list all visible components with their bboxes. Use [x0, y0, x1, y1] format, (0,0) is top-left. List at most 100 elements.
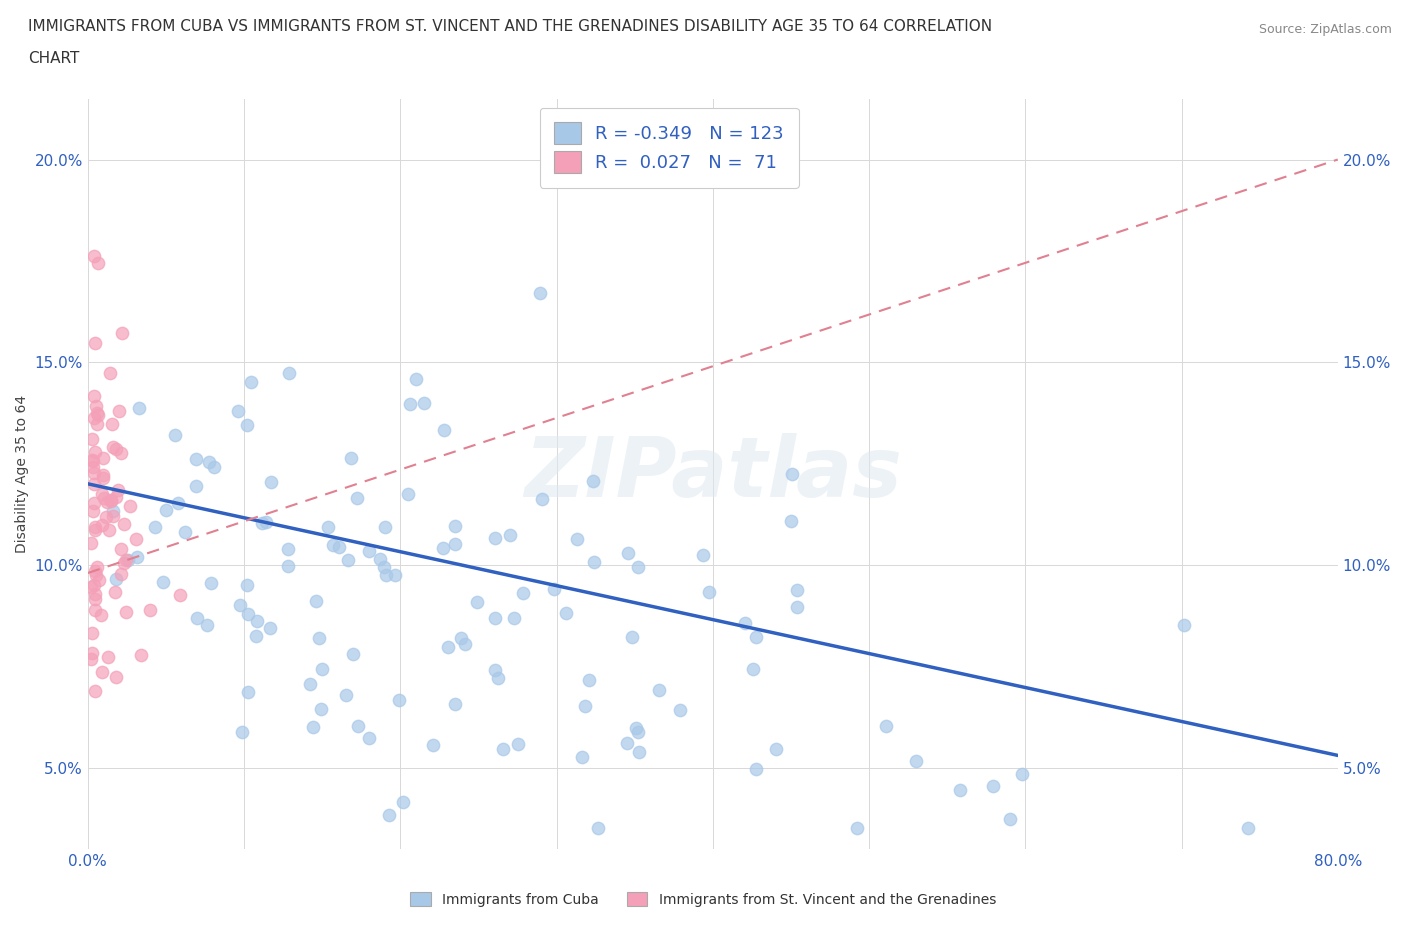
Point [112, 556, 135, 571]
Point [786, 599, 808, 614]
Point [697, 585, 720, 600]
Point [617, 545, 640, 560]
Point [84, 445, 107, 459]
Point [342, 646, 364, 661]
Point [432, 540, 454, 555]
Point [565, 531, 588, 546]
Point [80, 535, 103, 550]
Point [236, 684, 259, 699]
Point [1173, 618, 1195, 632]
Point [506, 737, 529, 751]
Point [80, 651, 103, 666]
Point [83, 603, 105, 618]
Point [278, 365, 301, 380]
Point [574, 698, 596, 713]
Point [304, 593, 326, 608]
Point [582, 473, 605, 488]
Point [83, 520, 105, 535]
Point [780, 467, 803, 482]
Point [734, 616, 756, 631]
Point [398, 396, 420, 411]
Point [128, 401, 150, 416]
Point [101, 440, 124, 455]
Point [359, 730, 381, 745]
Point [1000, 812, 1022, 827]
Point [110, 566, 132, 581]
Point [745, 761, 768, 776]
Text: Source: ZipAtlas.com: Source: ZipAtlas.com [1258, 23, 1392, 36]
Point [105, 572, 128, 587]
Point [90, 517, 112, 532]
Point [444, 697, 467, 711]
Point [588, 821, 610, 836]
Point [98, 365, 121, 380]
Point [91, 467, 114, 482]
Point [373, 560, 395, 575]
Point [228, 404, 250, 418]
Point [846, 821, 869, 836]
Point [143, 520, 166, 535]
Point [83, 684, 105, 698]
Point [260, 475, 283, 490]
Point [322, 538, 344, 552]
Point [86, 560, 108, 575]
Point [374, 568, 396, 583]
Point [167, 496, 190, 511]
Point [83, 564, 105, 578]
Point [492, 742, 515, 757]
Legend: R = -0.349   N = 123, R =  0.027   N =  71: R = -0.349 N = 123, R = 0.027 N = 71 [540, 108, 799, 188]
Point [115, 604, 138, 619]
Point [91, 471, 114, 485]
Point [328, 539, 350, 554]
Point [96, 650, 118, 665]
Point [80, 626, 103, 641]
Point [129, 648, 152, 663]
Point [484, 663, 506, 678]
Point [97, 522, 120, 537]
Point [422, 737, 444, 752]
Point [779, 513, 801, 528]
Point [742, 662, 765, 677]
Point [744, 630, 766, 644]
Point [543, 581, 565, 596]
Point [118, 498, 141, 513]
Point [231, 724, 253, 739]
Point [529, 286, 551, 301]
Point [905, 753, 928, 768]
Point [96, 494, 118, 509]
Point [80, 645, 103, 660]
Point [309, 702, 332, 717]
Point [583, 555, 606, 570]
Point [347, 718, 370, 733]
Point [346, 490, 368, 505]
Point [184, 478, 207, 493]
Point [197, 454, 219, 469]
Point [195, 618, 218, 633]
Point [392, 794, 415, 809]
Point [465, 594, 488, 609]
Point [139, 603, 162, 618]
Point [100, 417, 122, 432]
Point [83, 477, 105, 492]
Point [668, 703, 690, 718]
Point [384, 568, 406, 583]
Point [299, 676, 322, 691]
Point [104, 442, 127, 457]
Point [571, 750, 593, 764]
Point [152, 574, 174, 589]
Point [875, 718, 897, 733]
Point [108, 404, 131, 418]
Point [378, 808, 401, 823]
Point [259, 620, 281, 635]
Point [103, 504, 125, 519]
Point [93, 491, 115, 506]
Point [105, 670, 128, 684]
Point [308, 631, 330, 645]
Point [437, 639, 460, 654]
Point [82, 459, 104, 474]
Point [228, 598, 250, 613]
Point [80, 432, 103, 446]
Point [83, 466, 105, 481]
Point [115, 552, 138, 567]
Point [80, 579, 103, 594]
